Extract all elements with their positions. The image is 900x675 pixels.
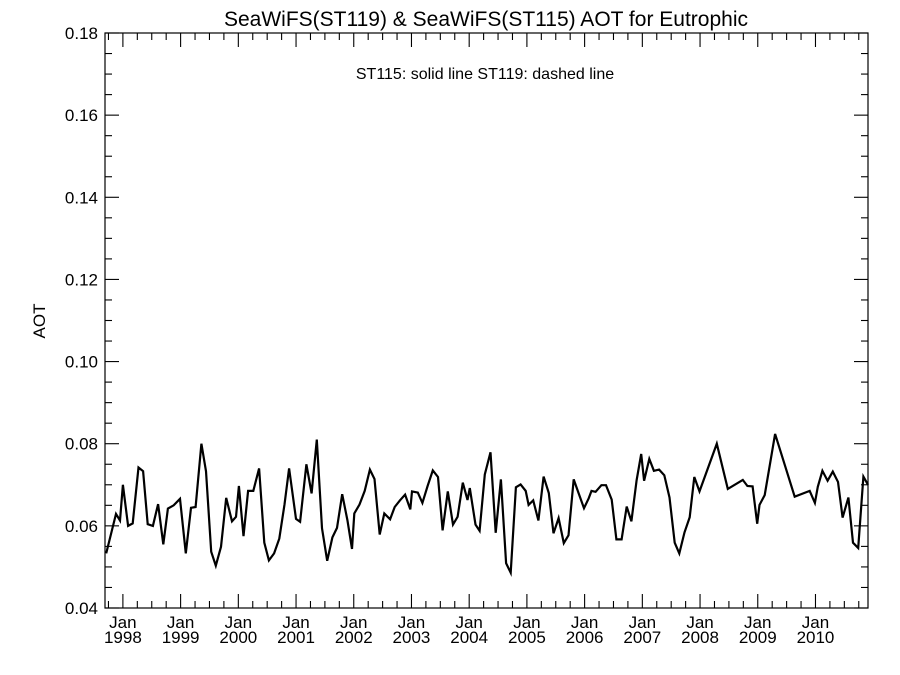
x-tick-month-label: Jan xyxy=(802,613,829,632)
x-tick-year-label: 2001 xyxy=(277,628,315,647)
x-tick-year-label: 2000 xyxy=(219,628,257,647)
x-tick-year-label: 1999 xyxy=(162,628,200,647)
plot-frame xyxy=(104,32,869,609)
y-tick-label: 0.14 xyxy=(65,188,98,207)
x-tick-month-label: Jan xyxy=(109,613,136,632)
y-axis-label: AOT xyxy=(30,304,49,339)
axis-ticks xyxy=(105,32,868,609)
series-line-st115 xyxy=(105,433,869,577)
x-tick-year-label: 2009 xyxy=(739,628,777,647)
x-tick-month-label: Jan xyxy=(167,613,194,632)
x-tick-month-label: Jan xyxy=(225,613,252,632)
y-tick-label: 0.08 xyxy=(65,435,98,454)
x-tick-month-label: Jan xyxy=(398,613,425,632)
x-tick-month-label: Jan xyxy=(571,613,598,632)
chart-title: SeaWiFS(ST119) & SeaWiFS(ST115) AOT for … xyxy=(224,8,748,31)
x-tick-year-label: 2003 xyxy=(393,628,431,647)
x-tick-year-label: 1998 xyxy=(104,628,142,647)
x-tick-month-label: Jan xyxy=(744,613,771,632)
y-tick-label: 0.18 xyxy=(65,24,98,43)
x-tick-year-label: 2008 xyxy=(681,628,719,647)
y-tick-label: 0.10 xyxy=(65,353,98,372)
x-tick-month-label: Jan xyxy=(686,613,713,632)
y-tick-label: 0.06 xyxy=(65,517,98,536)
tick-labels: 0.040.060.080.100.120.140.160.18Jan1998J… xyxy=(65,24,834,647)
x-tick-year-label: 2002 xyxy=(335,628,373,647)
x-tick-year-label: 2006 xyxy=(566,628,604,647)
x-tick-month-label: Jan xyxy=(340,613,367,632)
x-tick-year-label: 2005 xyxy=(508,628,546,647)
y-tick-label: 0.04 xyxy=(65,599,98,618)
y-tick-label: 0.12 xyxy=(65,270,98,289)
x-tick-year-label: 2004 xyxy=(450,628,488,647)
x-tick-month-label: Jan xyxy=(513,613,540,632)
x-tick-month-label: Jan xyxy=(455,613,482,632)
x-tick-month-label: Jan xyxy=(282,613,309,632)
x-tick-year-label: 2010 xyxy=(797,628,835,647)
x-tick-month-label: Jan xyxy=(629,613,656,632)
x-tick-year-label: 2007 xyxy=(623,628,661,647)
y-tick-label: 0.16 xyxy=(65,106,98,125)
legend-annotation: ST115: solid line ST119: dashed line xyxy=(356,66,614,83)
